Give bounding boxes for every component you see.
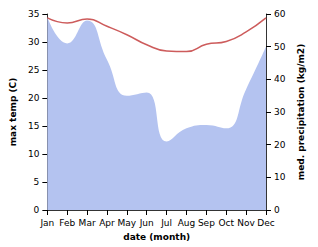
svg-text:60: 60 <box>274 9 286 19</box>
svg-text:30: 30 <box>28 37 40 47</box>
svg-text:10: 10 <box>274 172 286 182</box>
svg-text:15: 15 <box>28 121 39 131</box>
svg-text:Jan: Jan <box>39 218 54 228</box>
svg-text:10: 10 <box>28 149 40 159</box>
svg-text:Mar: Mar <box>79 218 96 228</box>
svg-text:date (month): date (month) <box>123 232 190 242</box>
svg-text:35: 35 <box>28 9 39 19</box>
svg-text:0: 0 <box>274 205 280 215</box>
svg-text:Dec: Dec <box>257 218 274 228</box>
svg-text:Jul: Jul <box>160 218 172 228</box>
svg-text:Oct: Oct <box>218 218 234 228</box>
svg-text:Aug: Aug <box>178 218 196 228</box>
svg-text:0: 0 <box>34 205 40 215</box>
svg-text:May: May <box>118 218 137 228</box>
svg-text:Nov: Nov <box>237 218 255 228</box>
svg-text:Jun: Jun <box>139 218 154 228</box>
svg-text:Sep: Sep <box>198 218 215 228</box>
svg-text:50: 50 <box>274 42 286 52</box>
svg-text:5: 5 <box>34 177 40 187</box>
svg-text:med. precipitation (kg/m2): med. precipitation (kg/m2) <box>296 44 306 180</box>
svg-text:max temp (C): max temp (C) <box>8 78 18 147</box>
svg-text:20: 20 <box>274 140 286 150</box>
svg-text:Feb: Feb <box>59 218 75 228</box>
svg-text:40: 40 <box>274 74 286 84</box>
svg-text:Apr: Apr <box>99 218 115 228</box>
svg-text:30: 30 <box>274 107 286 117</box>
svg-text:20: 20 <box>28 93 40 103</box>
svg-text:25: 25 <box>28 65 39 75</box>
